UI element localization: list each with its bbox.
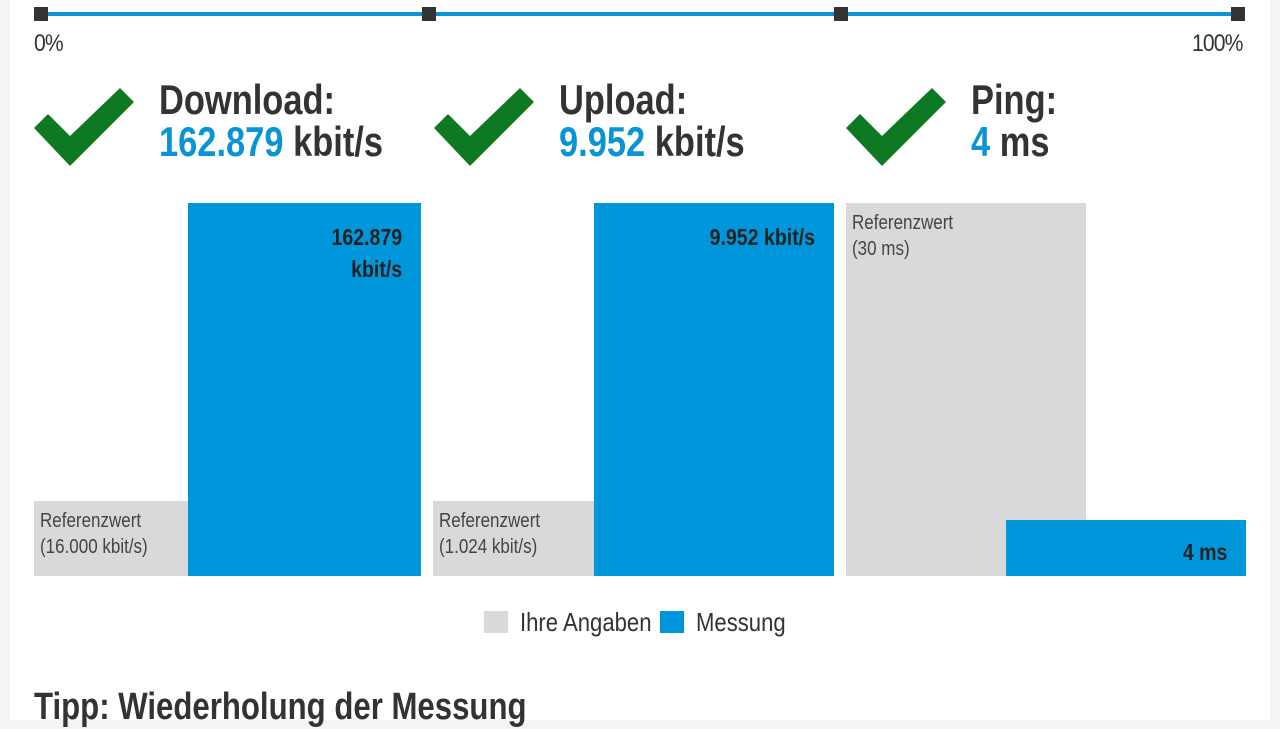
result-title: Upload: — [559, 76, 688, 123]
legend-swatch-ihre-angaben — [484, 611, 508, 633]
checkmark-icon — [434, 88, 534, 166]
progress-track — [41, 12, 1238, 16]
progress-section: 0% 100% — [0, 0, 1280, 60]
progress-node-upload — [834, 7, 848, 21]
progress-node-end — [1231, 7, 1245, 21]
result-value: 162.879 kbit/s — [159, 120, 383, 164]
progress-fill — [41, 12, 1238, 16]
chart-legend: Ihre Angaben Messung — [484, 606, 802, 638]
progress-end-label: 100% — [1192, 30, 1243, 57]
result-unit: kbit/s — [654, 118, 745, 165]
result-number: 4 — [971, 118, 991, 165]
checkmark-icon — [34, 88, 134, 166]
result-number: 162.879 — [159, 118, 284, 165]
tip-heading: Tipp: Wiederholung der Messung — [34, 686, 527, 728]
progress-node-start — [34, 7, 48, 21]
result-value: 9.952 kbit/s — [559, 120, 745, 164]
legend-swatch-messung — [660, 611, 684, 633]
legend-label-ihre-angaben: Ihre Angaben — [520, 606, 652, 637]
result-unit: ms — [999, 118, 1050, 165]
progress-start-label: 0% — [34, 30, 64, 57]
result-unit: kbit/s — [293, 118, 384, 165]
checkmark-icon — [846, 88, 946, 166]
progress-node-download — [422, 7, 436, 21]
result-title: Download: — [159, 76, 336, 123]
result-title: Ping: — [971, 76, 1058, 123]
result-value: 4 ms — [971, 120, 1050, 164]
result-number: 9.952 — [559, 118, 646, 165]
legend-label-messung: Messung — [696, 606, 786, 637]
